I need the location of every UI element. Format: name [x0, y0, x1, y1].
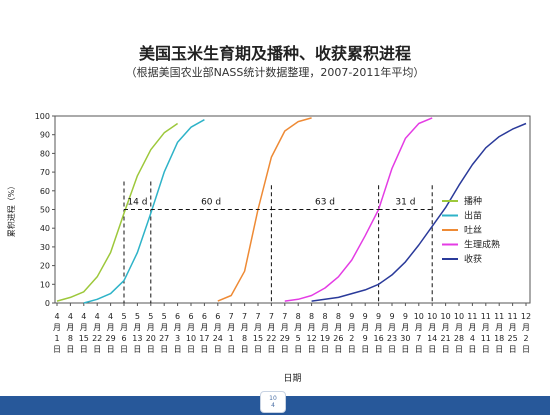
x-tick-label: 7 月 15 日 [253, 312, 263, 354]
x-tick-label: 5 月 27 日 [159, 312, 169, 354]
y-tick-label: 10 [40, 280, 50, 289]
y-tick-label: 100 [35, 112, 50, 121]
legend-label: 出苗 [464, 210, 482, 222]
page-number-badge: 10 4 [260, 391, 286, 413]
x-tick-label: 10 月 28 日 [454, 312, 464, 354]
chart-title: 美国玉米生育期及播种、收获累积进程 [138, 44, 411, 63]
chart-subtitle: （根据美国农业部NASS统计数据整理，2007-2011年平均） [125, 66, 425, 79]
legend-label: 收获 [464, 253, 482, 265]
y-tick-label: 20 [40, 262, 50, 271]
x-tick-label: 9 月 16 日 [374, 312, 384, 354]
series-line-播种 [56, 122, 179, 302]
y-tick-label: 30 [40, 243, 50, 252]
x-tick-label: 8 月 19 日 [320, 312, 330, 354]
series-line-出苗 [83, 119, 205, 304]
x-tick-label: 9 月 23 日 [387, 312, 397, 354]
y-tick-label: 70 [40, 168, 50, 177]
x-tick-label: 4 月 22 日 [92, 312, 102, 354]
legend-label: 生理成熟 [464, 239, 500, 251]
interval-label: 60 d [201, 198, 221, 208]
x-tick-label: 11 月 4 日 [467, 312, 477, 354]
x-tick-label: 10 月 7 日 [414, 312, 424, 354]
x-tick-label: 9 月 30 日 [400, 312, 410, 354]
y-tick-label: 50 [40, 206, 50, 215]
x-tick-label: 4 月 29 日 [106, 312, 116, 354]
y-axis-title: 累积进程（%） [6, 182, 16, 238]
x-tick-label: 11 月 25 日 [508, 312, 518, 354]
x-tick-label: 6 月 10 日 [186, 312, 196, 354]
x-tick-label: 12 月 2 日 [521, 312, 531, 354]
legend-label: 吐丝 [464, 224, 482, 236]
series-line-生理成熟 [284, 117, 433, 302]
y-tick-label: 0 [45, 299, 50, 308]
x-tick-label: 8 月 26 日 [333, 312, 343, 354]
page-number: 10 4 [269, 395, 277, 409]
x-tick-label: 7 月 22 日 [266, 312, 276, 354]
y-tick-label: 90 [40, 131, 50, 140]
interval-label: 31 d [395, 198, 415, 208]
x-tick-label: 11 月 11 日 [481, 312, 491, 354]
x-tick-label: 10 月 21 日 [441, 312, 451, 354]
x-tick-label: 6 月 24 日 [213, 312, 223, 354]
x-tick-label: 10 月 14 日 [427, 312, 437, 354]
legend-label: 播种 [464, 195, 482, 207]
x-tick-label: 7 月 29 日 [280, 312, 290, 354]
x-tick-label: 5 月 20 日 [146, 312, 156, 354]
series-line-吐丝 [217, 117, 312, 302]
y-tick-label: 40 [40, 224, 50, 233]
x-tick-label: 8 月 12 日 [307, 312, 317, 354]
x-tick-label: 4 月 15 日 [79, 312, 89, 354]
series-line-收获 [311, 122, 527, 302]
interval-label: 14 d [127, 198, 147, 208]
x-axis-title: 日期 [283, 373, 301, 384]
y-tick-label: 80 [40, 149, 50, 158]
interval-label: 63 d [315, 198, 335, 208]
x-tick-label: 5 月 13 日 [132, 312, 142, 354]
x-tick-label: 6 月 17 日 [199, 312, 209, 354]
y-tick-label: 60 [40, 187, 50, 196]
x-tick-label: 11 月 18 日 [494, 312, 504, 354]
